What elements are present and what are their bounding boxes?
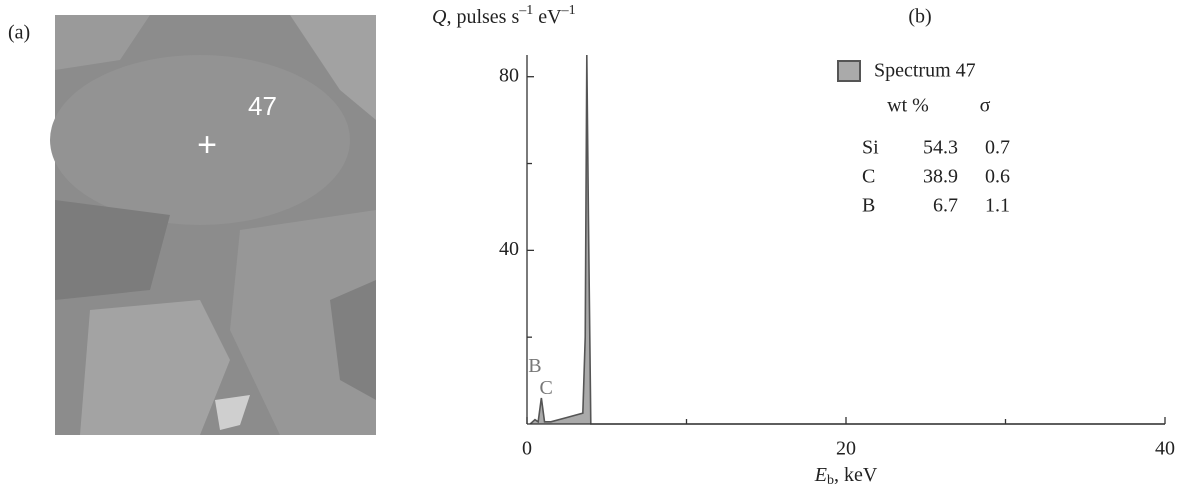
table-cell: 0.6: [985, 166, 1010, 188]
y-tick-label: 40: [499, 238, 519, 260]
legend-label: Spectrum 47: [874, 60, 976, 82]
sem-image: [50, 15, 376, 435]
table-cell: C: [862, 166, 875, 188]
x-label-part: E: [814, 464, 827, 486]
table-cell: B: [862, 195, 875, 217]
y-label-part: Q: [432, 6, 447, 28]
panel-label: (a): [8, 22, 30, 44]
spectrum-area: [530, 55, 1165, 424]
panel-label: (b): [908, 6, 931, 28]
y-tick-label: 80: [499, 64, 519, 86]
y-label-part: , pulses s: [446, 6, 519, 28]
marker-label: 47: [248, 91, 277, 121]
table-header: wt %: [887, 95, 929, 117]
x-tick-label: 20: [836, 438, 856, 460]
table-cell: 0.7: [985, 137, 1010, 159]
table-header: σ: [980, 95, 991, 117]
y-label-part: eV: [533, 6, 562, 28]
table-cell: 6.7: [933, 195, 958, 217]
x-axis-label: Eb, keV: [814, 464, 878, 489]
table-cell: 54.3: [923, 137, 958, 159]
x-label-part: b: [827, 473, 834, 488]
marker: +: [197, 126, 217, 164]
x-tick-label: 0: [522, 438, 532, 460]
y-label-part: –1: [561, 3, 576, 18]
peak-label: B: [528, 355, 541, 377]
spectrum-line: [529, 54, 1165, 425]
y-label-part: –1: [518, 3, 533, 18]
table-cell: 38.9: [923, 166, 958, 188]
x-tick-label: 40: [1155, 438, 1175, 460]
table-cell: Si: [862, 137, 879, 159]
peak-label: C: [539, 377, 552, 399]
y-axis-label: Q, pulses s–1 eV–1: [432, 3, 576, 27]
x-label-part: , keV: [834, 464, 878, 486]
legend-swatch: [837, 60, 861, 82]
table-cell: 1.1: [985, 195, 1010, 217]
